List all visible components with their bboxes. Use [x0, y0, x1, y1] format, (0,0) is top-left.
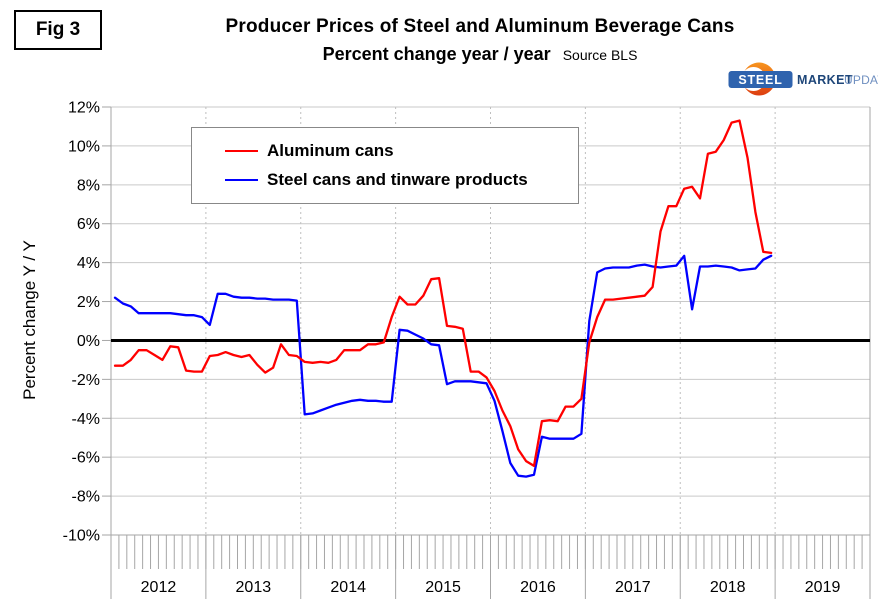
- source-label: Source BLS: [562, 47, 638, 63]
- steel-line-swatch: [225, 179, 258, 182]
- logo-steel-box: [728, 71, 793, 88]
- figure-number-label: Fig 3: [35, 19, 81, 40]
- figure-number-box: Fig 3: [14, 10, 102, 50]
- y-tick-label: 10%: [68, 138, 100, 155]
- series-line-aluminum: [113, 119, 773, 468]
- y-tick-label: 4%: [77, 255, 100, 272]
- x-year-label: 2016: [520, 579, 556, 596]
- y-tick-label: 2%: [77, 294, 100, 311]
- y-tick-label: -2%: [72, 372, 100, 389]
- steel-market-update-logo: STEEL MARKET UPDATE: [728, 57, 878, 103]
- y-tick-label: 0%: [77, 333, 100, 350]
- y-tick-label: 8%: [77, 177, 100, 194]
- x-year-label: 2013: [236, 579, 272, 596]
- x-year-label: 2018: [710, 579, 746, 596]
- legend-label-steel: Steel cans and tinware products: [267, 170, 528, 190]
- page-subtitle: Percent change year / year: [322, 44, 551, 64]
- x-year-label: 2019: [805, 579, 841, 596]
- y-tick-label: 6%: [77, 216, 100, 233]
- x-year-label: 2017: [615, 579, 651, 596]
- legend-item-steel: Steel cans and tinware products: [225, 170, 578, 190]
- legend-item-aluminum: Aluminum cans: [225, 141, 578, 161]
- logo-market-text: MARKET: [797, 73, 853, 87]
- x-year-label: 2014: [330, 579, 366, 596]
- y-tick-label: -6%: [72, 450, 100, 467]
- page-subtitle-row: Percent change year / year Source BLS: [90, 44, 870, 65]
- series-line-steel: [113, 254, 773, 478]
- y-tick-label: -4%: [72, 411, 100, 428]
- aluminum-line-swatch: [225, 149, 258, 152]
- y-tick-label: -10%: [63, 528, 100, 545]
- x-year-label: 2015: [425, 579, 461, 596]
- y-tick-label: -8%: [72, 489, 100, 506]
- logo-update-text: UPDATE: [844, 73, 878, 87]
- logo-graphic: STEEL MARKET UPDATE: [728, 62, 878, 96]
- page-title: Producer Prices of Steel and Aluminum Be…: [225, 16, 735, 37]
- y-tick-label: 12%: [68, 100, 100, 117]
- chart-legend: Aluminum cans Steel cans and tinware pro…: [191, 127, 579, 204]
- x-year-label: 2012: [141, 579, 177, 596]
- logo-steel-text: STEEL: [738, 73, 782, 87]
- y-axis-title: Percent change Y / Y: [20, 240, 39, 400]
- legend-label-aluminum: Aluminum cans: [267, 140, 394, 160]
